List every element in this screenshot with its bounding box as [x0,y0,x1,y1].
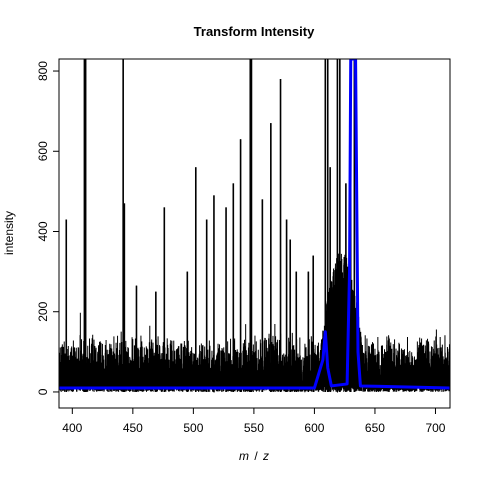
plot-frame [58,58,451,409]
x-tick-label-600: 600 [304,421,324,435]
plot-area [59,59,450,393]
y-axis-label: intensity [2,211,16,255]
chart-title: Transform Intensity [194,24,315,39]
series-raw-intensity [59,59,450,393]
x-tick-label-700: 700 [425,421,445,435]
x-axis-label-m: m [239,449,249,463]
x-axis-label-z: z [262,449,269,463]
x-axis-label-slash: / [254,449,258,463]
x-tick-label-650: 650 [365,421,385,435]
axes: 400 450 500 550 600 650 700 0 200 400 600 800 [36,61,446,435]
x-tick-label-550: 550 [244,421,264,435]
x-tick-label-500: 500 [183,421,203,435]
x-tick-label-400: 400 [62,421,82,435]
y-tick-label-200: 200 [36,301,50,321]
x-tick-label-450: 450 [123,421,143,435]
x-axis-label: m / z [239,449,269,463]
y-tick-label-400: 400 [36,221,50,241]
y-tick-label-600: 600 [36,141,50,161]
y-tick-label-0: 0 [36,388,50,395]
y-tick-label-800: 800 [36,61,50,81]
